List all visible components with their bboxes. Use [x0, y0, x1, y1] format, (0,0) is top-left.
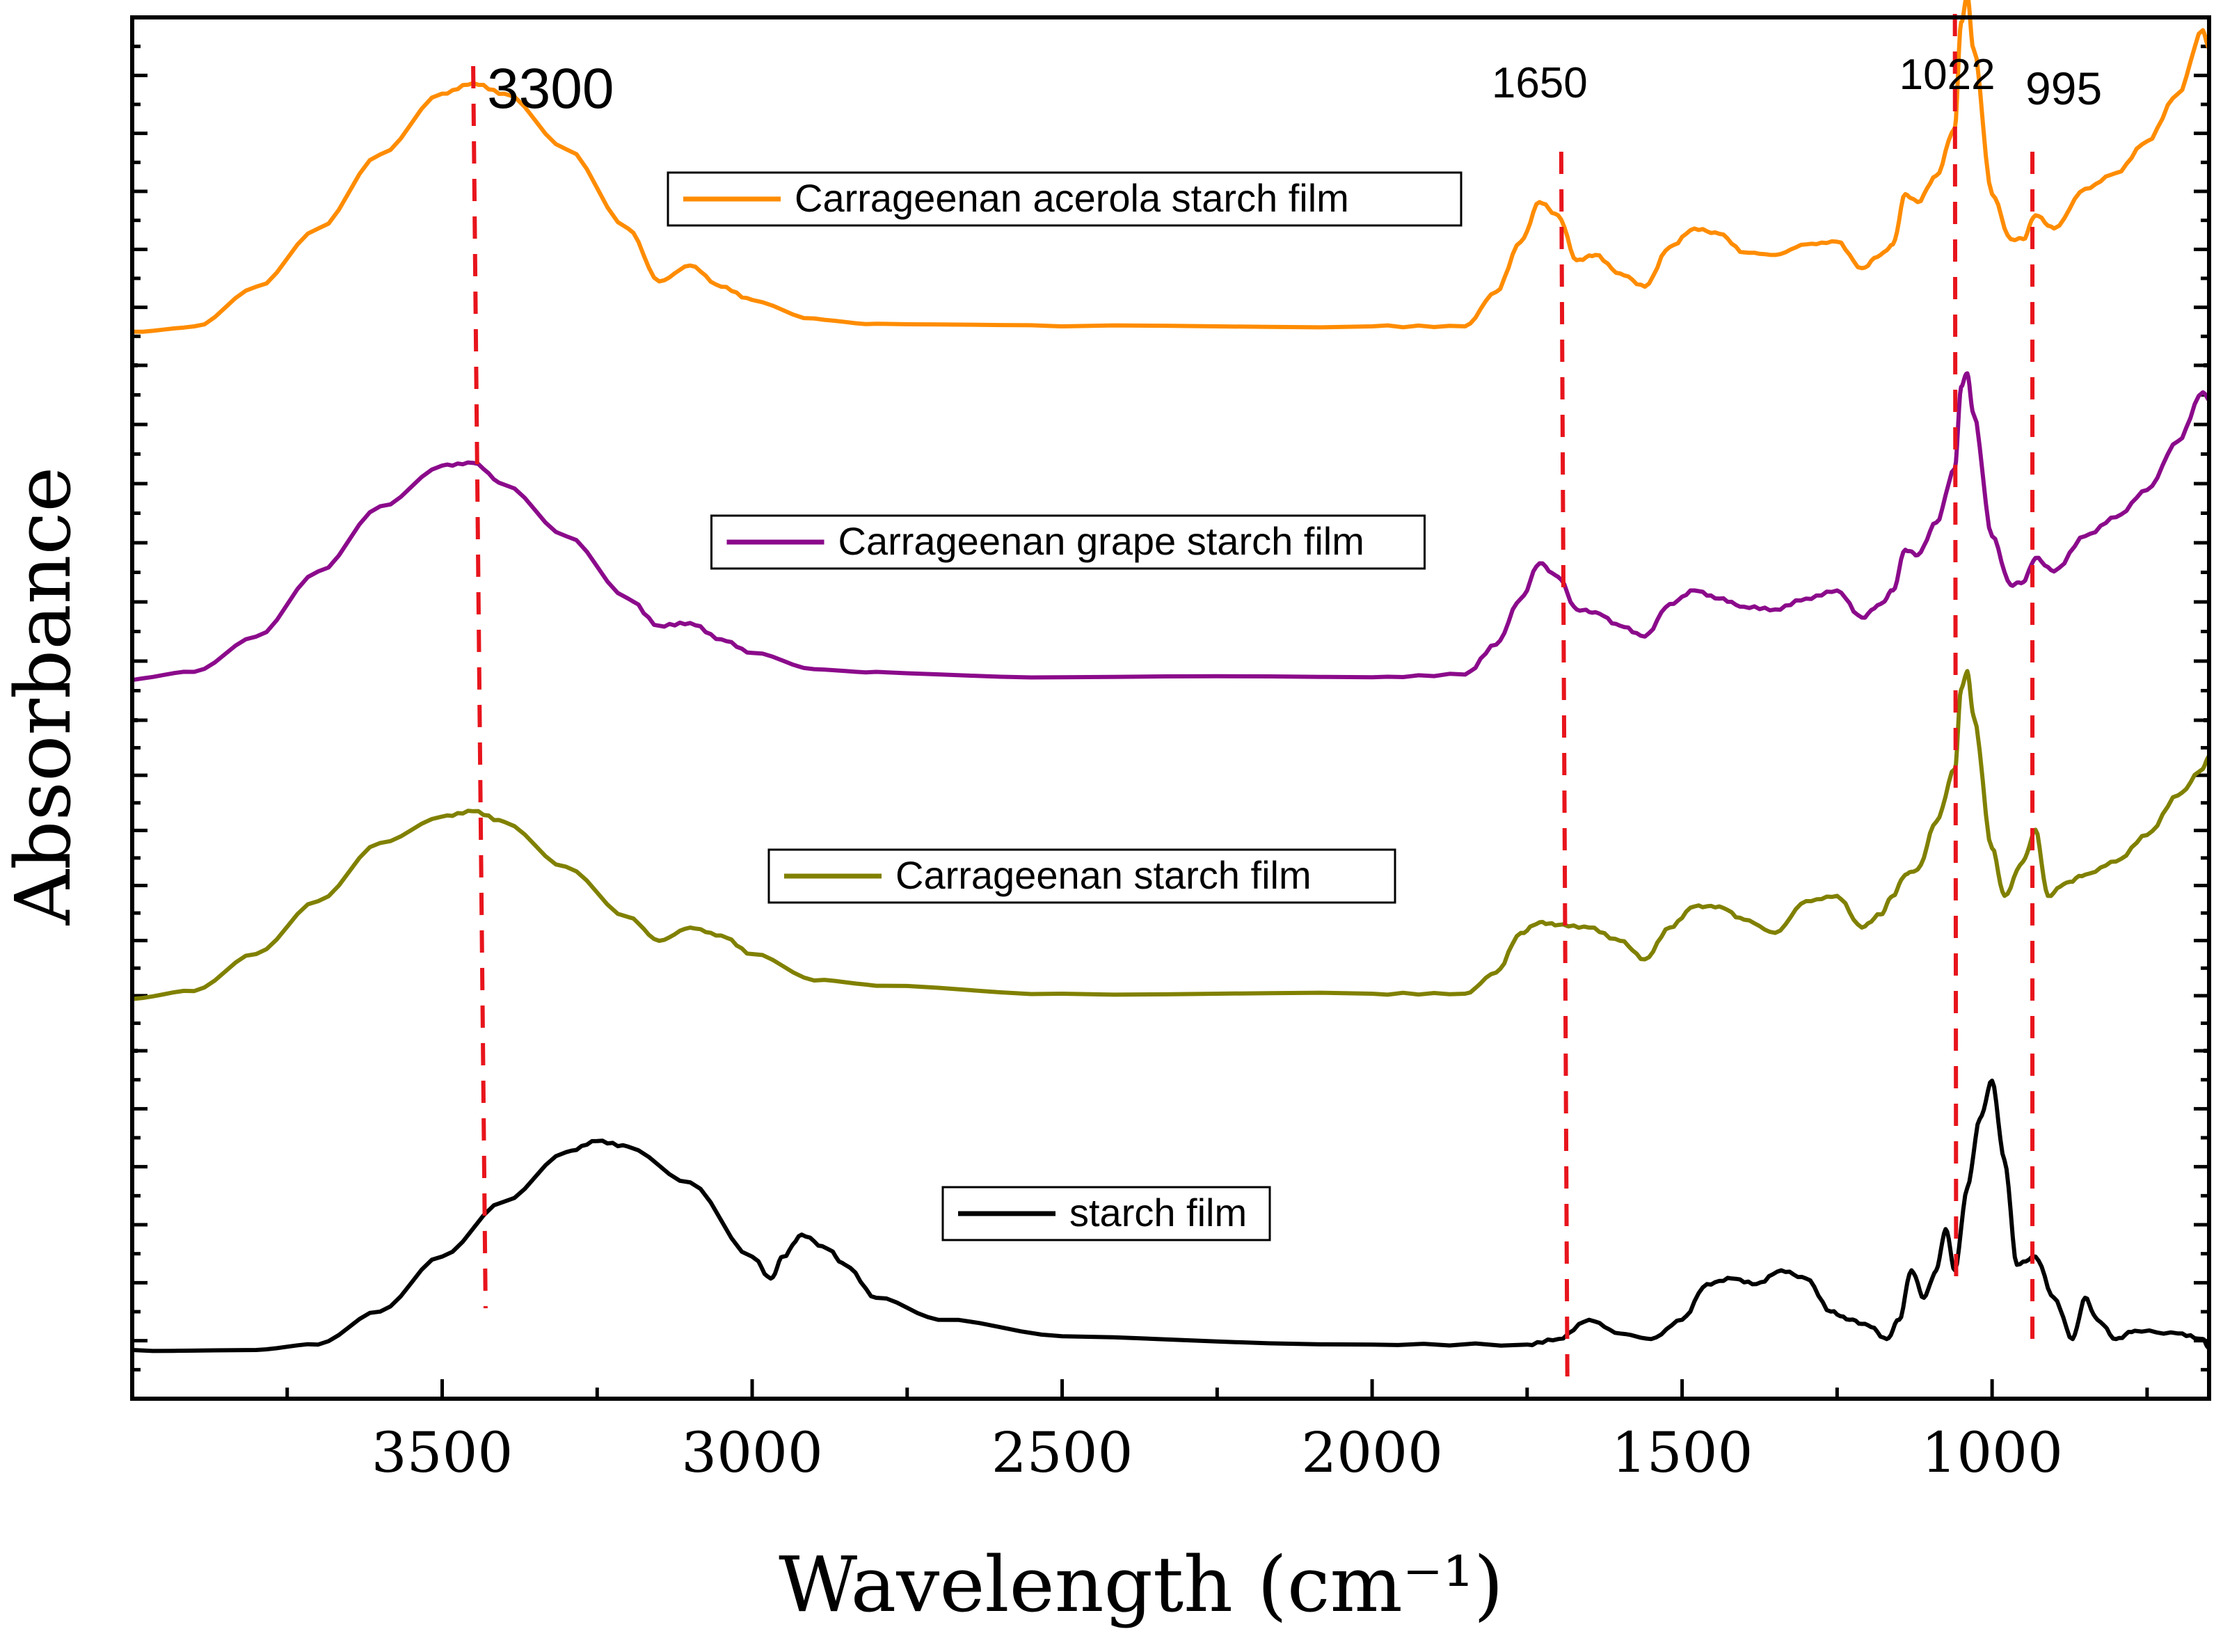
x-tick-label: 3000 [681, 1420, 823, 1485]
series-line-3 [130, 669, 2211, 1001]
series-line-2 [130, 371, 2211, 683]
x-tick-label: 2500 [991, 1420, 1133, 1485]
legend-label: Carrageenan acerola starch film [795, 176, 1349, 220]
reference-line-1022 [1952, 13, 1959, 1292]
legend-layer: Carrageenan acerola starch film Carrageen… [667, 171, 1463, 1241]
x-axis: 3500 3000 2500 2000 1500 1000 [285, 1379, 2149, 1485]
x-axis-label: Wavelength (cm⁻¹) [779, 1540, 1504, 1629]
reference-line-3300 [471, 65, 488, 1309]
x-tick-label: 3500 [372, 1420, 513, 1485]
reference-label-3300: 3300 [487, 57, 614, 120]
plot-frame [130, 15, 2211, 1401]
legend-2: Carrageenan grape starch film [710, 514, 1426, 570]
series-line-1 [130, 0, 2211, 334]
reference-label-995: 995 [2025, 63, 2102, 114]
x-tick-label: 1000 [1921, 1420, 2063, 1485]
y-axis-label: Absorbance [0, 467, 88, 926]
reference-lines-layer: 3300 1650 1022 995 [471, 13, 2102, 1392]
legend-label: starch film [1069, 1191, 1247, 1234]
x-tick-label: 1500 [1611, 1420, 1753, 1485]
legend-box [710, 514, 1426, 570]
reference-label-1650: 1650 [1492, 59, 1588, 107]
legend-label: Carrageenan starch film [895, 853, 1312, 897]
legend-4: starch film [941, 1186, 1271, 1241]
legend-1: Carrageenan acerola starch film [667, 171, 1463, 227]
legend-label: Carrageenan grape starch film [838, 519, 1364, 563]
reference-line-1650 [1559, 151, 1570, 1392]
reference-label-1022: 1022 [1899, 51, 1995, 99]
legend-3: Carrageenan starch film [767, 848, 1396, 904]
x-tick-label: 2000 [1301, 1420, 1443, 1485]
legend-box [667, 171, 1463, 227]
